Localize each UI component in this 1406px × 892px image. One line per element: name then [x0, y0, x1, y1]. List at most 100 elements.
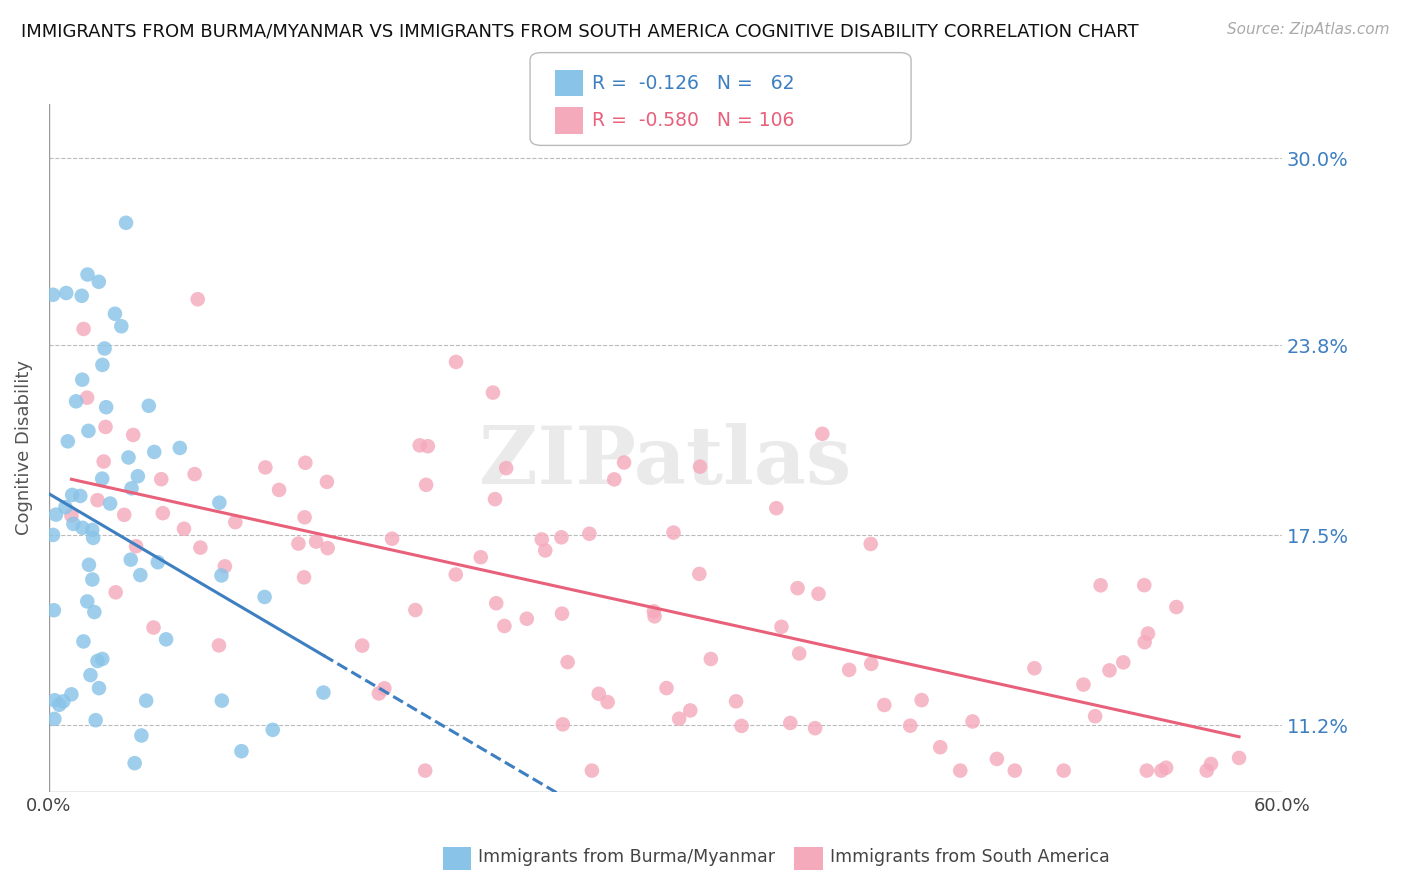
Point [125, 539, 148, 553]
Point [1024, 661, 1046, 675]
Point [91, 358, 114, 372]
Point [779, 716, 801, 731]
Point [404, 603, 426, 617]
Point [484, 492, 506, 507]
Point [679, 703, 702, 717]
Point [551, 607, 574, 621]
Point [211, 693, 233, 707]
Point [373, 681, 395, 696]
Point [83, 605, 105, 619]
Point [949, 764, 972, 778]
Point [224, 515, 246, 529]
Point [72, 634, 94, 648]
Point [127, 469, 149, 483]
Point [689, 459, 711, 474]
Point [688, 566, 710, 581]
Point [56, 434, 79, 449]
Point [214, 559, 236, 574]
Point [910, 693, 932, 707]
Point [444, 355, 467, 369]
Text: Source: ZipAtlas.com: Source: ZipAtlas.com [1226, 22, 1389, 37]
Point [1150, 764, 1173, 778]
Point [79, 668, 101, 682]
Point [117, 450, 139, 465]
Point [294, 510, 316, 524]
Point [155, 632, 177, 647]
Point [804, 721, 827, 735]
Point [655, 681, 678, 695]
Point [138, 399, 160, 413]
Point [898, 719, 921, 733]
Point [644, 609, 666, 624]
Point [1073, 677, 1095, 691]
Point [77, 424, 100, 438]
Point [55, 285, 77, 300]
Point [765, 501, 787, 516]
Point [72, 322, 94, 336]
Point [581, 764, 603, 778]
Point [208, 639, 231, 653]
Point [104, 307, 127, 321]
Point [470, 550, 492, 565]
Point [613, 456, 636, 470]
Text: IMMIGRANTS FROM BURMA/MYANMAR VS IMMIGRANTS FROM SOUTH AMERICA COGNITIVE DISABIL: IMMIGRANTS FROM BURMA/MYANMAR VS IMMIGRA… [21, 22, 1139, 40]
Point [413, 764, 436, 778]
Point [986, 752, 1008, 766]
Point [52, 694, 75, 708]
Point [267, 483, 290, 497]
Point [115, 216, 138, 230]
Point [603, 472, 626, 486]
Point [98, 497, 121, 511]
Point [208, 496, 231, 510]
Point [530, 533, 553, 547]
Point [135, 693, 157, 707]
Point [104, 585, 127, 599]
Point [516, 612, 538, 626]
Y-axis label: Cognitive Disability: Cognitive Disability [15, 360, 32, 535]
Point [76, 268, 98, 282]
Point [44, 693, 66, 707]
Point [962, 714, 984, 729]
Point [367, 686, 389, 700]
Point [44, 712, 66, 726]
Point [444, 567, 467, 582]
Point [70, 289, 93, 303]
Point [873, 698, 896, 712]
Point [143, 445, 166, 459]
Point [60, 488, 83, 502]
Point [588, 687, 610, 701]
Point [287, 536, 309, 550]
Point [253, 590, 276, 604]
Text: Immigrants from South America: Immigrants from South America [830, 848, 1109, 866]
Point [534, 543, 557, 558]
Point [787, 647, 810, 661]
Point [169, 441, 191, 455]
Point [69, 489, 91, 503]
Point [77, 558, 100, 572]
Point [93, 342, 115, 356]
Point [416, 439, 439, 453]
Point [725, 694, 748, 708]
Point [94, 420, 117, 434]
Point [84, 713, 107, 727]
Point [1112, 656, 1135, 670]
Point [700, 652, 723, 666]
Text: ZIPatlas: ZIPatlas [479, 423, 852, 500]
Point [87, 275, 110, 289]
Point [662, 525, 685, 540]
Point [415, 478, 437, 492]
Point [1227, 751, 1250, 765]
Point [87, 681, 110, 695]
Point [70, 373, 93, 387]
Point [112, 508, 135, 522]
Point [550, 530, 572, 544]
Point [152, 506, 174, 520]
Point [86, 493, 108, 508]
Point [60, 508, 83, 523]
Point [1166, 600, 1188, 615]
Point [409, 438, 432, 452]
Point [1133, 578, 1156, 592]
Point [76, 391, 98, 405]
Point [124, 756, 146, 771]
Point [1154, 761, 1177, 775]
